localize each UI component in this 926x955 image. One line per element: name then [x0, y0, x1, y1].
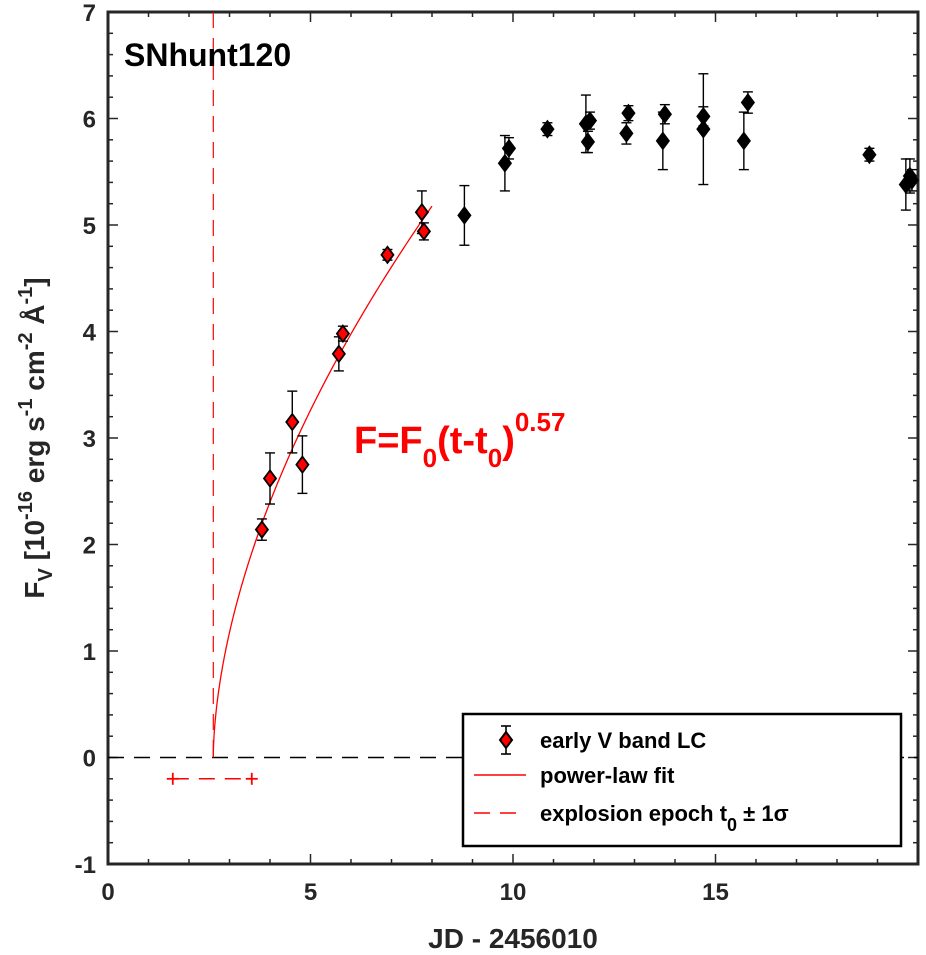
data-marker [736, 131, 751, 151]
late-data-point [862, 145, 877, 165]
late-data-point [740, 91, 756, 114]
y-label-unit3: Å [19, 304, 50, 332]
data-marker [295, 455, 310, 475]
data-marker [696, 106, 711, 126]
early-data-point [416, 221, 432, 241]
formula-sub1: 0 [423, 443, 437, 473]
data-marker [540, 119, 555, 139]
fit-layer [212, 205, 433, 758]
early-data-point [254, 518, 270, 541]
late-data-point [621, 103, 636, 123]
legend-label-early: early V band LC [540, 728, 706, 753]
y-tick-label: 1 [83, 639, 96, 666]
y-label-sub: V [35, 568, 57, 582]
data-marker [414, 202, 429, 222]
y-axis-label: FV [10-16 erg s-1 cm-2 Å-1] [15, 277, 57, 598]
data-marker [254, 520, 270, 540]
late-data-point [540, 119, 555, 139]
y-label-exp4: -1 [15, 287, 37, 305]
y-tick-label: 7 [83, 0, 96, 27]
y-tick-label: 0 [83, 746, 96, 773]
late-data-point [580, 130, 596, 154]
data-marker [582, 111, 598, 131]
legend-label-epoch: explosion epoch t0 ± 1σ [540, 801, 789, 835]
data-marker [619, 123, 634, 143]
data-marker [621, 103, 636, 123]
power-law-fit-curve [212, 205, 433, 758]
late-data-point [501, 136, 517, 160]
legend-epoch-sub: 0 [727, 815, 737, 835]
late-data-point [657, 103, 672, 125]
y-tick-label: 5 [83, 213, 96, 240]
late-data-point [736, 111, 751, 171]
x-tick-label: 5 [304, 879, 317, 906]
early-data-point [380, 245, 395, 265]
data-marker [457, 205, 472, 225]
legend-label-fit: power-law fit [540, 763, 675, 788]
early-data-point [335, 324, 351, 344]
early-data-point [285, 390, 300, 454]
legend-early-marker [498, 725, 514, 755]
late-data-point [904, 168, 920, 192]
x-tick-label: 0 [101, 879, 114, 906]
formula-exponent: 0.57 [515, 407, 566, 437]
early-data-point [262, 452, 278, 505]
formula-prefix: F=F [354, 420, 423, 462]
late-data-point [696, 73, 711, 186]
early-data-point [295, 435, 310, 495]
y-label-unit1: erg s [19, 416, 50, 491]
late-data-point [696, 106, 711, 127]
y-tick-label: 6 [83, 107, 96, 134]
data-marker [657, 104, 672, 124]
data-marker [285, 412, 300, 432]
data-marker [335, 324, 351, 344]
data-marker [380, 245, 395, 265]
formula-mid: (t-t [437, 420, 488, 462]
late-data-point [619, 122, 634, 145]
y-tick-label: 2 [83, 533, 96, 560]
x-tick-label: 10 [500, 879, 527, 906]
late-data-point [655, 111, 670, 171]
formula-sub2: 0 [488, 443, 502, 473]
data-marker [262, 468, 278, 488]
late-data-point [582, 111, 598, 131]
y-label-exp1: -16 [15, 491, 37, 520]
data-marker [501, 138, 517, 158]
y-tick-label: 4 [83, 320, 97, 347]
y-label-exp3: -2 [15, 332, 37, 350]
data-marker [655, 131, 670, 151]
y-label-main: F [19, 582, 50, 599]
axis-ticks [107, 11, 919, 865]
y-label-close: ] [19, 277, 50, 286]
points-layer [254, 73, 920, 541]
y-tick-label: -1 [75, 852, 96, 879]
legend-epoch-tail: ± 1σ [737, 801, 789, 826]
data-marker [331, 344, 346, 364]
x-tick-label: 15 [702, 879, 729, 906]
data-marker [740, 93, 756, 113]
late-data-point [457, 184, 472, 246]
y-label-unit2: cm [19, 350, 50, 398]
legend: early V band LC power-law fit explosion … [461, 712, 903, 848]
chart-title: SNhunt120 [124, 37, 291, 73]
y-label-bracket: [10 [19, 520, 50, 568]
fit-formula-annotation: F=F0(t-t0)0.57 [354, 407, 565, 473]
early-data-point [331, 336, 346, 372]
guide-lines [108, 12, 918, 785]
y-label-exp2: -1 [15, 399, 37, 417]
data-marker [416, 221, 432, 241]
y-tick-label: 3 [83, 426, 96, 453]
formula-close: ) [502, 420, 515, 462]
legend-box [461, 712, 903, 848]
data-marker [862, 145, 877, 165]
data-marker [580, 132, 596, 152]
data-marker [904, 170, 920, 190]
legend-epoch-main: explosion epoch t [540, 801, 728, 826]
x-axis-label: JD - 2456010 [428, 923, 598, 954]
